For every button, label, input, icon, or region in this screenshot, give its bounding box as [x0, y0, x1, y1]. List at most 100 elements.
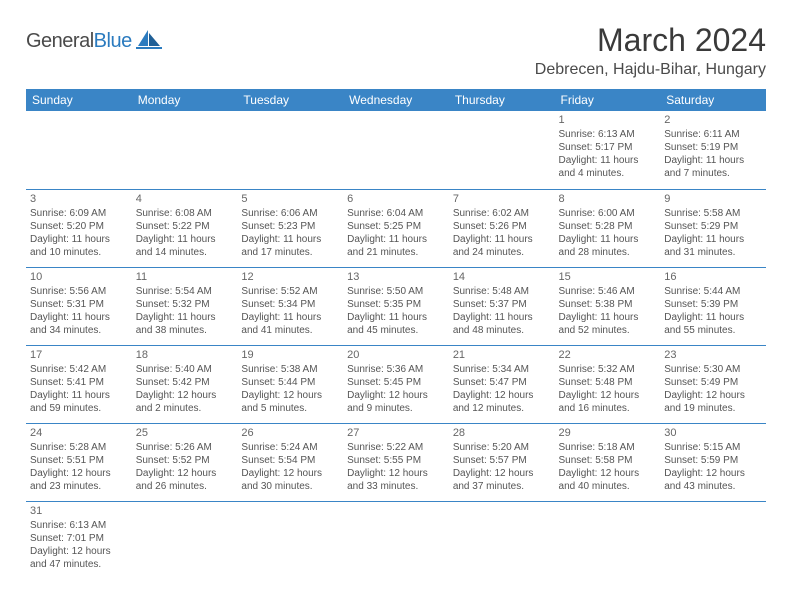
- calendar-cell-empty: [660, 501, 766, 579]
- day-number: 26: [241, 426, 339, 440]
- sunrise-line: Sunrise: 6:08 AM: [136, 207, 234, 220]
- calendar-cell: 7Sunrise: 6:02 AMSunset: 5:26 PMDaylight…: [449, 189, 555, 267]
- calendar-cell: 12Sunrise: 5:52 AMSunset: 5:34 PMDayligh…: [237, 267, 343, 345]
- sunset-line: Sunset: 5:20 PM: [30, 220, 128, 233]
- calendar-cell-empty: [343, 111, 449, 189]
- sunrise-line: Sunrise: 5:52 AM: [241, 285, 339, 298]
- daylight-line: Daylight: 12 hours and 40 minutes.: [559, 467, 657, 493]
- day-number: 16: [664, 270, 762, 284]
- header: GeneralBlue March 2024 Debrecen, Hajdu-B…: [26, 22, 766, 79]
- calendar-cell: 13Sunrise: 5:50 AMSunset: 5:35 PMDayligh…: [343, 267, 449, 345]
- sunset-line: Sunset: 5:28 PM: [559, 220, 657, 233]
- daylight-line: Daylight: 11 hours and 10 minutes.: [30, 233, 128, 259]
- daylight-line: Daylight: 11 hours and 45 minutes.: [347, 311, 445, 337]
- calendar-cell: 29Sunrise: 5:18 AMSunset: 5:58 PMDayligh…: [555, 423, 661, 501]
- day-header: Wednesday: [343, 89, 449, 111]
- sunset-line: Sunset: 5:58 PM: [559, 454, 657, 467]
- daylight-line: Daylight: 11 hours and 21 minutes.: [347, 233, 445, 259]
- day-number: 22: [559, 348, 657, 362]
- calendar-cell: 11Sunrise: 5:54 AMSunset: 5:32 PMDayligh…: [132, 267, 238, 345]
- sunset-line: Sunset: 5:47 PM: [453, 376, 551, 389]
- sunset-line: Sunset: 5:49 PM: [664, 376, 762, 389]
- sunset-line: Sunset: 5:54 PM: [241, 454, 339, 467]
- sunrise-line: Sunrise: 5:34 AM: [453, 363, 551, 376]
- day-number: 14: [453, 270, 551, 284]
- calendar-cell: 9Sunrise: 5:58 AMSunset: 5:29 PMDaylight…: [660, 189, 766, 267]
- sunset-line: Sunset: 5:25 PM: [347, 220, 445, 233]
- sunrise-line: Sunrise: 5:28 AM: [30, 441, 128, 454]
- sunset-line: Sunset: 5:51 PM: [30, 454, 128, 467]
- day-header: Saturday: [660, 89, 766, 111]
- sunset-line: Sunset: 5:38 PM: [559, 298, 657, 311]
- brand-name: GeneralBlue: [26, 30, 132, 53]
- calendar-cell: 18Sunrise: 5:40 AMSunset: 5:42 PMDayligh…: [132, 345, 238, 423]
- calendar-cell-empty: [449, 111, 555, 189]
- calendar-cell: 16Sunrise: 5:44 AMSunset: 5:39 PMDayligh…: [660, 267, 766, 345]
- sunrise-line: Sunrise: 6:11 AM: [664, 128, 762, 141]
- daylight-line: Daylight: 11 hours and 14 minutes.: [136, 233, 234, 259]
- location-label: Debrecen, Hajdu-Bihar, Hungary: [535, 61, 766, 79]
- sunset-line: Sunset: 5:41 PM: [30, 376, 128, 389]
- calendar-cell: 4Sunrise: 6:08 AMSunset: 5:22 PMDaylight…: [132, 189, 238, 267]
- day-number: 8: [559, 192, 657, 206]
- day-number: 17: [30, 348, 128, 362]
- sunrise-line: Sunrise: 5:22 AM: [347, 441, 445, 454]
- calendar-cell: 24Sunrise: 5:28 AMSunset: 5:51 PMDayligh…: [26, 423, 132, 501]
- daylight-line: Daylight: 11 hours and 24 minutes.: [453, 233, 551, 259]
- calendar-row: 1Sunrise: 6:13 AMSunset: 5:17 PMDaylight…: [26, 111, 766, 189]
- sunrise-line: Sunrise: 5:44 AM: [664, 285, 762, 298]
- daylight-line: Daylight: 11 hours and 7 minutes.: [664, 154, 762, 180]
- day-number: 20: [347, 348, 445, 362]
- sunrise-line: Sunrise: 5:48 AM: [453, 285, 551, 298]
- sunset-line: Sunset: 5:52 PM: [136, 454, 234, 467]
- daylight-line: Daylight: 12 hours and 33 minutes.: [347, 467, 445, 493]
- daylight-line: Daylight: 11 hours and 52 minutes.: [559, 311, 657, 337]
- day-number: 29: [559, 426, 657, 440]
- calendar-cell: 5Sunrise: 6:06 AMSunset: 5:23 PMDaylight…: [237, 189, 343, 267]
- daylight-line: Daylight: 12 hours and 47 minutes.: [30, 545, 128, 571]
- sunrise-line: Sunrise: 5:58 AM: [664, 207, 762, 220]
- calendar-cell-empty: [132, 501, 238, 579]
- calendar-row: 24Sunrise: 5:28 AMSunset: 5:51 PM Dayligh…: [26, 423, 766, 501]
- calendar-cell: 17Sunrise: 5:42 AMSunset: 5:41 PMDayligh…: [26, 345, 132, 423]
- day-number: 11: [136, 270, 234, 284]
- day-number: 12: [241, 270, 339, 284]
- daylight-line: Daylight: 12 hours and 26 minutes.: [136, 467, 234, 493]
- sunset-line: Sunset: 5:23 PM: [241, 220, 339, 233]
- day-number: 9: [664, 192, 762, 206]
- sunset-line: Sunset: 5:48 PM: [559, 376, 657, 389]
- calendar-cell: 3Sunrise: 6:09 AMSunset: 5:20 PMDaylight…: [26, 189, 132, 267]
- sunset-line: Sunset: 5:44 PM: [241, 376, 339, 389]
- calendar-row: 17Sunrise: 5:42 AMSunset: 5:41 PMDayligh…: [26, 345, 766, 423]
- sunrise-line: Sunrise: 5:56 AM: [30, 285, 128, 298]
- calendar-row: 3Sunrise: 6:09 AMSunset: 5:20 PMDaylight…: [26, 189, 766, 267]
- day-header-row: SundayMondayTuesdayWednesdayThursdayFrid…: [26, 89, 766, 111]
- calendar-cell: 20Sunrise: 5:36 AMSunset: 5:45 PMDayligh…: [343, 345, 449, 423]
- day-number: 24: [30, 426, 128, 440]
- calendar-cell-empty: [26, 111, 132, 189]
- sunrise-line: Sunrise: 5:24 AM: [241, 441, 339, 454]
- sunset-line: Sunset: 5:34 PM: [241, 298, 339, 311]
- day-number: 4: [136, 192, 234, 206]
- sunset-line: Sunset: 5:22 PM: [136, 220, 234, 233]
- calendar-cell: 26Sunrise: 5:24 AMSunset: 5:54 PMDayligh…: [237, 423, 343, 501]
- brand-part2: Blue: [94, 30, 132, 52]
- calendar-row: 31Sunrise: 6:13 AMSunset: 7:01 PMDayligh…: [26, 501, 766, 579]
- daylight-line: Daylight: 12 hours and 37 minutes.: [453, 467, 551, 493]
- calendar-cell: 10Sunrise: 5:56 AMSunset: 5:31 PMDayligh…: [26, 267, 132, 345]
- calendar-cell: 15Sunrise: 5:46 AMSunset: 5:38 PMDayligh…: [555, 267, 661, 345]
- daylight-line: Daylight: 12 hours and 9 minutes.: [347, 389, 445, 415]
- calendar-cell: 30Sunrise: 5:15 AMSunset: 5:59 PMDayligh…: [660, 423, 766, 501]
- daylight-line: Daylight: 11 hours and 4 minutes.: [559, 154, 657, 180]
- daylight-line: Daylight: 11 hours and 41 minutes.: [241, 311, 339, 337]
- daylight-line: Daylight: 11 hours and 17 minutes.: [241, 233, 339, 259]
- sunset-line: Sunset: 7:01 PM: [30, 532, 128, 545]
- sunrise-line: Sunrise: 5:20 AM: [453, 441, 551, 454]
- sunset-line: Sunset: 5:37 PM: [453, 298, 551, 311]
- sunset-line: Sunset: 5:17 PM: [559, 141, 657, 154]
- calendar-cell: 14Sunrise: 5:48 AMSunset: 5:37 PMDayligh…: [449, 267, 555, 345]
- sunset-line: Sunset: 5:57 PM: [453, 454, 551, 467]
- day-header: Tuesday: [237, 89, 343, 111]
- sunrise-line: Sunrise: 6:13 AM: [30, 519, 128, 532]
- day-number: 30: [664, 426, 762, 440]
